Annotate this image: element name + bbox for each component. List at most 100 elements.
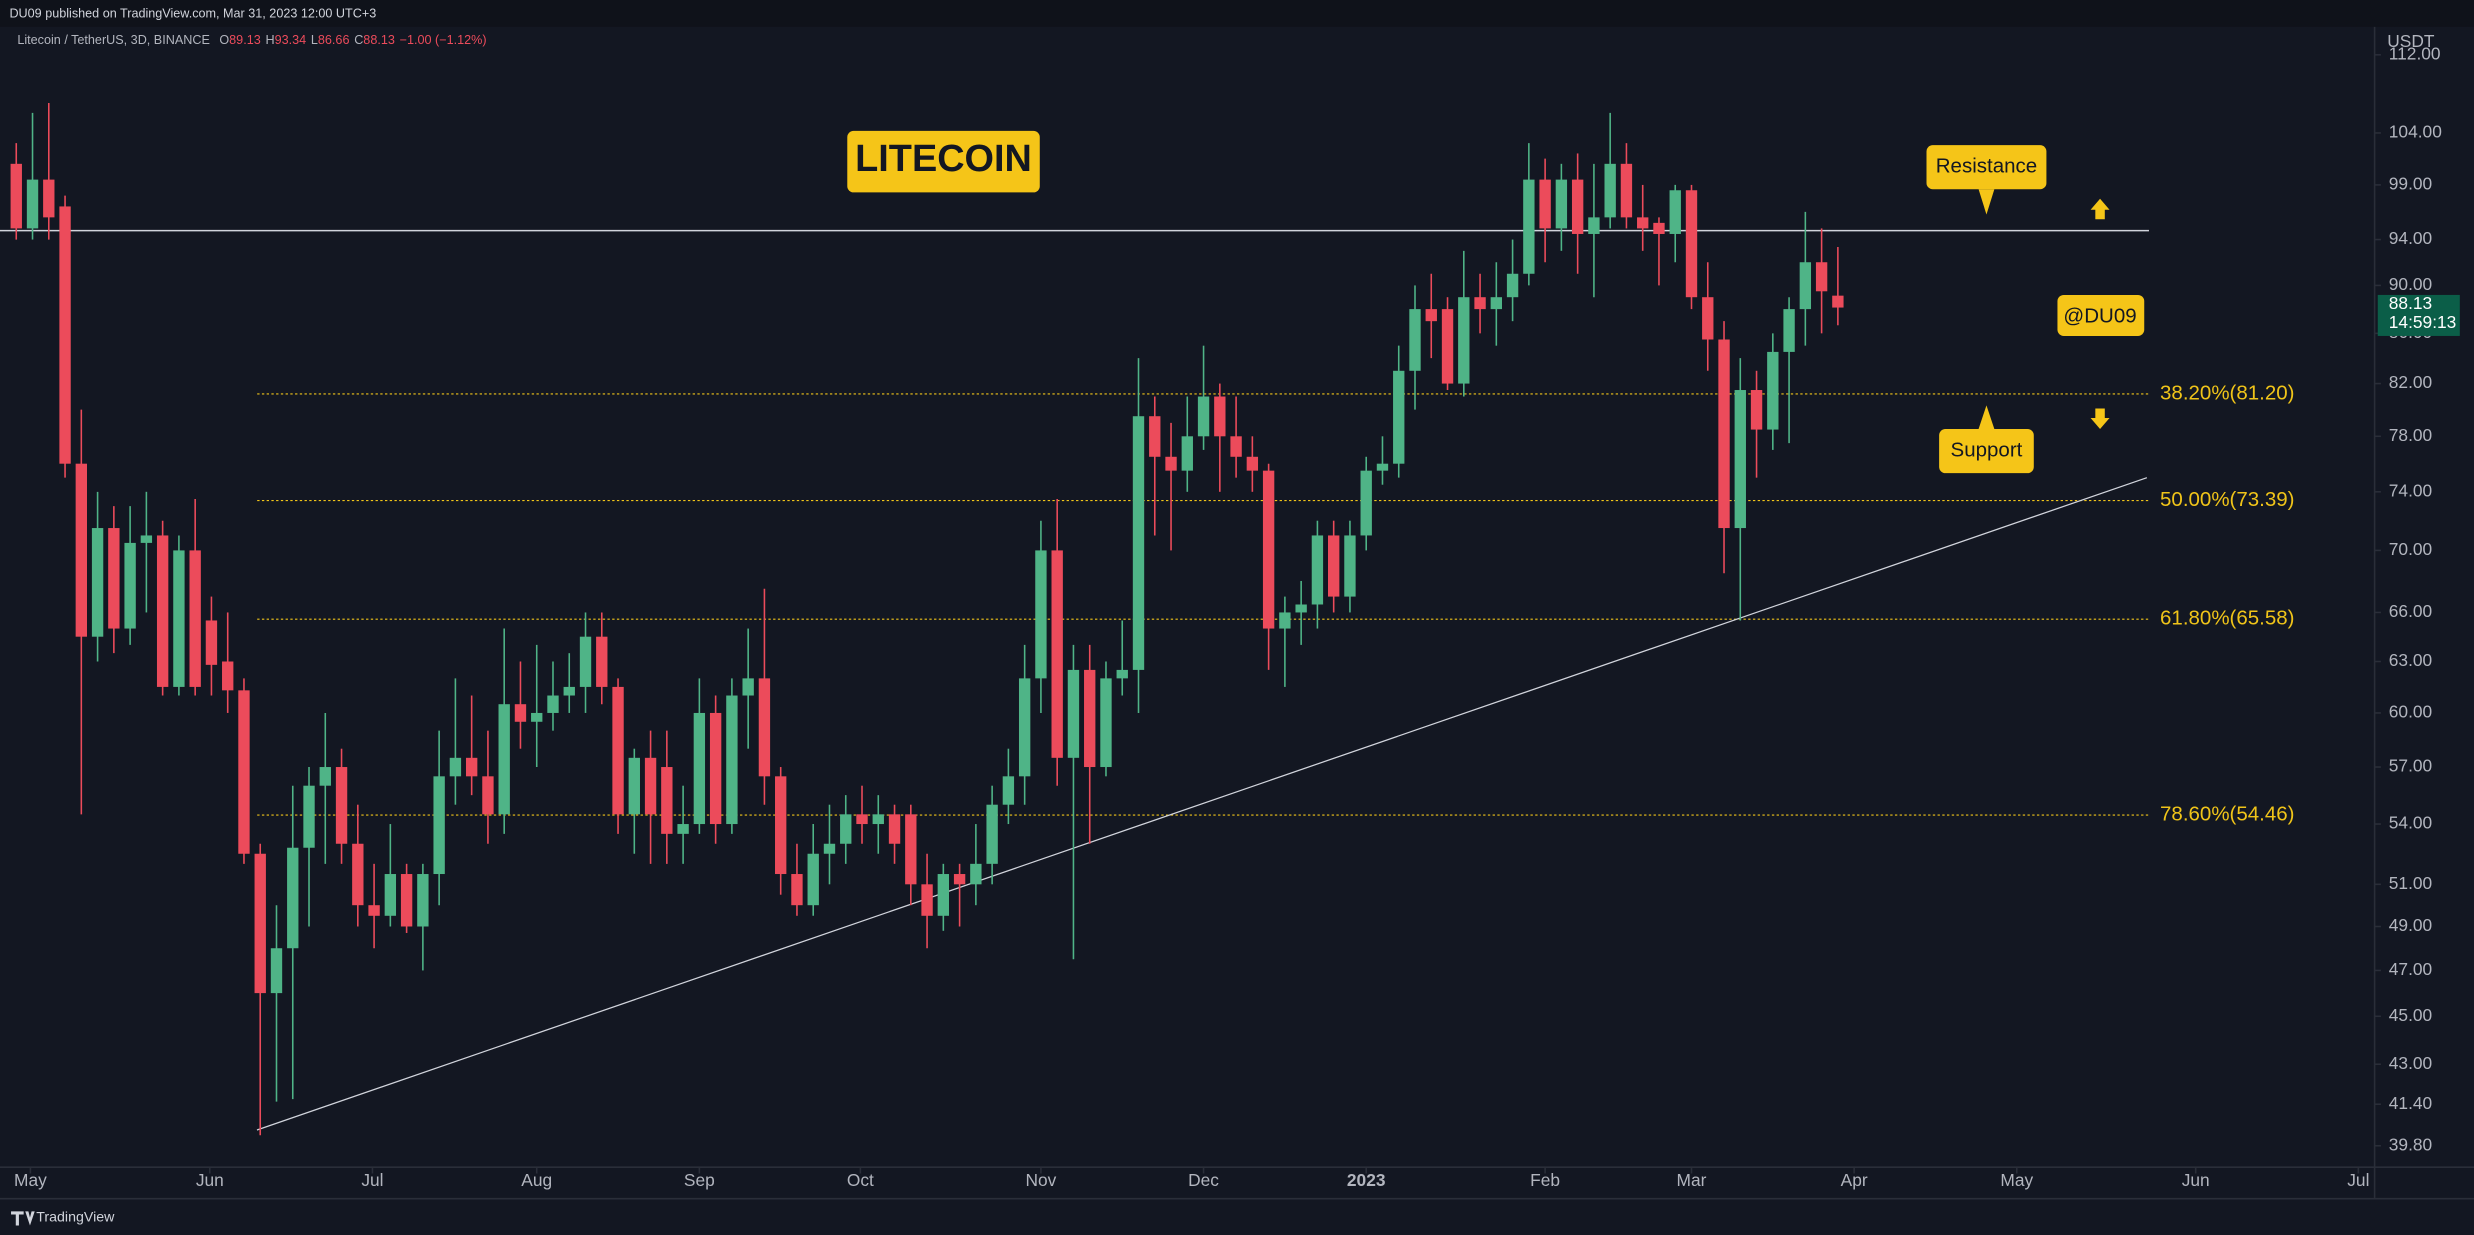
ohlc-value: 86.66: [318, 33, 350, 47]
candle-body: [1620, 163, 1633, 218]
candle-body: [1116, 669, 1128, 679]
candle-body: [1702, 297, 1714, 340]
candle-body: [1197, 396, 1210, 437]
x-tick-label: 2023: [1347, 1170, 1386, 1190]
candle-body: [1783, 309, 1795, 352]
candle-body: [26, 179, 39, 229]
candle-body: [709, 712, 722, 825]
candle-body: [1685, 190, 1698, 298]
x-tick-label: Feb: [1530, 1170, 1560, 1190]
y-tick-label: 43.00: [2389, 1053, 2432, 1073]
candle-body: [1555, 179, 1568, 229]
candle-body: [1474, 297, 1486, 310]
candle-body: [856, 814, 868, 825]
y-tick-label: 39.80: [2389, 1134, 2432, 1154]
candle-body: [205, 620, 218, 665]
candle-body: [531, 712, 543, 722]
y-tick-label: 66.00: [2389, 601, 2432, 621]
candle-body: [1360, 470, 1372, 536]
ohlc-key: C: [354, 33, 363, 47]
candle-body: [823, 843, 836, 854]
candle-body: [222, 661, 234, 691]
candle-body: [1262, 470, 1275, 629]
candle-body: [465, 757, 478, 777]
y-tick-label: 47.00: [2389, 959, 2432, 979]
candle-body: [1441, 309, 1454, 384]
candle-body: [417, 874, 429, 927]
change: −1.00 (−1.12%): [400, 33, 487, 47]
x-tick-label: May: [14, 1170, 47, 1190]
x-tick-label: May: [2000, 1170, 2033, 1190]
y-tick-label: 78.00: [2389, 425, 2432, 445]
candle-body: [449, 757, 462, 777]
candle-body: [628, 757, 640, 815]
candle-body: [791, 874, 803, 906]
candle-body: [335, 767, 348, 844]
x-tick-label: Oct: [847, 1170, 874, 1190]
candle-body: [287, 847, 299, 949]
candle-body: [433, 776, 445, 875]
candle-body: [238, 690, 250, 854]
title-badge-text: LITECOIN: [855, 138, 1032, 180]
candle-body: [677, 824, 689, 834]
fib-label: 78.60%(54.46): [2160, 803, 2295, 826]
symbol: Litecoin / TetherUS, 3D, BINANCE: [17, 33, 210, 47]
resistance-pointer: [1978, 189, 1995, 215]
y-tick-label: 70.00: [2389, 539, 2432, 559]
y-tick-label: 112.00: [2389, 43, 2441, 63]
candle-body: [1637, 217, 1649, 229]
candle-body: [1604, 163, 1616, 218]
candle-body: [758, 678, 771, 777]
candle-body: [514, 704, 527, 722]
x-tick-label: Jul: [361, 1170, 383, 1190]
candle-body: [1653, 222, 1665, 234]
candle-body: [1311, 535, 1324, 605]
ohlc: O89.13 H93.34 L86.66 C88.13: [219, 33, 395, 47]
x-tick-label: Dec: [1188, 1170, 1219, 1190]
x-tick-label: Aug: [521, 1170, 552, 1190]
candle-body: [254, 853, 266, 994]
candle-body: [579, 636, 592, 687]
candle-body: [1035, 550, 1047, 679]
x-tick-label: Sep: [684, 1170, 715, 1190]
candle-body: [693, 712, 706, 825]
ohlc-value: 88.13: [363, 33, 395, 47]
trendline: [256, 477, 2148, 1131]
candle-body: [612, 686, 624, 815]
candle-body: [1523, 179, 1535, 274]
candle-body: [921, 884, 933, 916]
candle-body: [1246, 456, 1259, 471]
y-axis-unit: USDT: [2387, 31, 2435, 51]
candle-body: [1149, 416, 1161, 457]
candle-body: [1295, 604, 1307, 613]
candle-body: [888, 814, 901, 844]
candle-body: [482, 776, 494, 815]
candle-body: [1539, 179, 1551, 229]
candle-body: [1051, 550, 1063, 758]
countdown: 14:59:13: [2389, 312, 2457, 332]
candle-body: [1571, 179, 1584, 234]
candle-body: [352, 843, 364, 906]
footer-text: TradingView: [36, 1209, 115, 1225]
candle-body: [547, 695, 559, 713]
watermark-text: @DU09: [2063, 304, 2136, 327]
support-badge: [1939, 429, 2034, 474]
candle-body: [596, 636, 608, 687]
candle-body: [661, 767, 673, 834]
candle-body: [91, 528, 104, 637]
candle-body: [1214, 396, 1226, 437]
y-tick-label: 57.00: [2389, 756, 2432, 776]
candle-body: [140, 535, 153, 543]
candle-body: [1588, 217, 1600, 234]
candle-body: [726, 695, 738, 825]
ohlc-key: L: [311, 33, 318, 47]
candle-body: [59, 206, 71, 464]
symbol-legend: Litecoin / TetherUS, 3D, BINANCE O89.13 H9…: [17, 33, 486, 47]
ohlc-value: 89.13: [229, 33, 261, 47]
candle-body: [1393, 370, 1405, 464]
candle-body: [1490, 297, 1503, 310]
candle-body: [1376, 463, 1389, 471]
candle-body: [1832, 295, 1844, 308]
candle-body: [173, 550, 185, 687]
